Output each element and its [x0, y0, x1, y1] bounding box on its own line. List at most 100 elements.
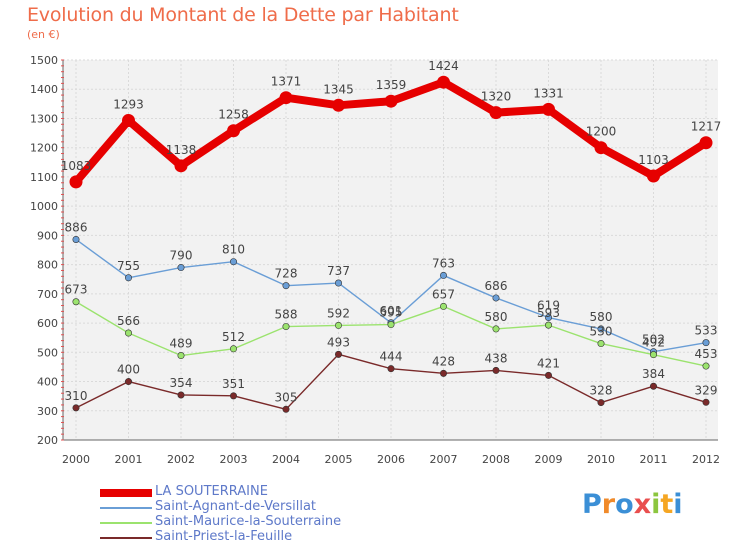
data-label: 502 [642, 333, 665, 347]
data-point [384, 94, 398, 108]
y-tick-label: 800 [37, 259, 58, 272]
data-point [492, 366, 500, 374]
data-point [544, 371, 552, 379]
data-label: 686 [485, 279, 508, 293]
data-label: 566 [117, 314, 140, 328]
data-label: 329 [695, 383, 718, 397]
x-tick-label: 2003 [220, 453, 248, 466]
data-point [230, 258, 238, 266]
x-tick-label: 2008 [482, 453, 510, 466]
x-tick-label: 2007 [430, 453, 458, 466]
data-point [387, 365, 395, 373]
legend-label: LA SOUTERRAINE [155, 484, 268, 499]
y-tick-label: 400 [37, 376, 58, 389]
data-label: 428 [432, 354, 455, 368]
data-label: 384 [642, 367, 665, 381]
data-label: 737 [327, 264, 350, 278]
data-point [334, 279, 342, 287]
data-point [72, 404, 80, 412]
proxiti-logo: Proxiti [582, 489, 683, 520]
data-point [177, 264, 185, 272]
y-tick-label: 900 [37, 229, 58, 242]
y-tick-label: 1300 [30, 112, 58, 125]
data-point [699, 136, 713, 150]
data-point [334, 350, 342, 358]
legend-swatch [100, 507, 152, 509]
data-point [439, 369, 447, 377]
x-tick-label: 2005 [325, 453, 353, 466]
data-point [230, 345, 238, 353]
data-label: 1083 [61, 159, 92, 173]
legend-swatch [100, 537, 152, 539]
y-tick-label: 1200 [30, 142, 58, 155]
data-point [544, 321, 552, 329]
y-tick-label: 600 [37, 317, 58, 330]
data-label: 1371 [271, 75, 302, 89]
data-label: 657 [432, 287, 455, 301]
data-label: 492 [642, 336, 665, 350]
data-label: 1320 [481, 90, 512, 104]
data-label: 580 [590, 310, 613, 324]
data-point [334, 321, 342, 329]
data-label: 592 [327, 306, 350, 320]
logo-letter: i [673, 489, 683, 520]
x-tick-label: 2002 [167, 453, 195, 466]
logo-letter: o [615, 489, 634, 520]
data-point [282, 405, 290, 413]
data-label: 763 [432, 256, 455, 270]
data-label: 400 [117, 363, 140, 377]
y-tick-label: 300 [37, 405, 58, 418]
x-tick-label: 2010 [587, 453, 615, 466]
data-point [72, 235, 80, 243]
data-label: 489 [170, 337, 193, 351]
data-label: 790 [170, 249, 193, 263]
data-point [282, 282, 290, 290]
logo-letter: t [660, 489, 674, 520]
data-label: 1359 [376, 78, 407, 92]
data-label: 1293 [113, 98, 144, 112]
data-label: 1331 [533, 86, 564, 100]
data-point [437, 75, 450, 89]
legend-swatch [100, 522, 152, 524]
data-point [227, 124, 240, 138]
data-point [489, 106, 503, 120]
data-point [594, 141, 608, 155]
logo-letter: P [582, 489, 602, 520]
data-label: 1103 [638, 153, 669, 167]
x-tick-label: 2001 [115, 453, 143, 466]
y-tick-label: 1000 [30, 200, 58, 213]
data-label: 593 [537, 306, 560, 320]
data-point [702, 362, 710, 370]
data-point [125, 274, 133, 282]
data-label: 493 [327, 335, 350, 349]
data-label: 601 [380, 304, 403, 318]
data-point [177, 391, 185, 399]
data-point [492, 325, 500, 333]
legend-label: Saint-Maurice-la-Souterraine [155, 514, 342, 529]
data-label: 421 [537, 356, 560, 370]
legend-label: Saint-Priest-la-Feuille [155, 529, 293, 544]
y-tick-label: 200 [37, 434, 58, 447]
data-point [122, 114, 135, 128]
data-point [597, 325, 605, 333]
data-label: 453 [695, 347, 718, 361]
data-point [72, 298, 80, 306]
data-point [174, 159, 188, 173]
data-label: 512 [222, 330, 245, 344]
data-label: 619 [537, 299, 560, 313]
data-label: 530 [590, 325, 613, 339]
data-point [649, 351, 657, 359]
data-label: 305 [275, 390, 298, 404]
data-point [69, 175, 83, 189]
data-label: 328 [590, 384, 613, 398]
data-point [125, 329, 133, 337]
legend-swatch [100, 489, 152, 497]
data-point [230, 392, 238, 400]
data-point [597, 399, 605, 407]
x-tick-label: 2011 [640, 453, 668, 466]
data-label: 810 [222, 243, 245, 257]
data-label: 673 [65, 283, 88, 297]
data-point [702, 339, 710, 347]
